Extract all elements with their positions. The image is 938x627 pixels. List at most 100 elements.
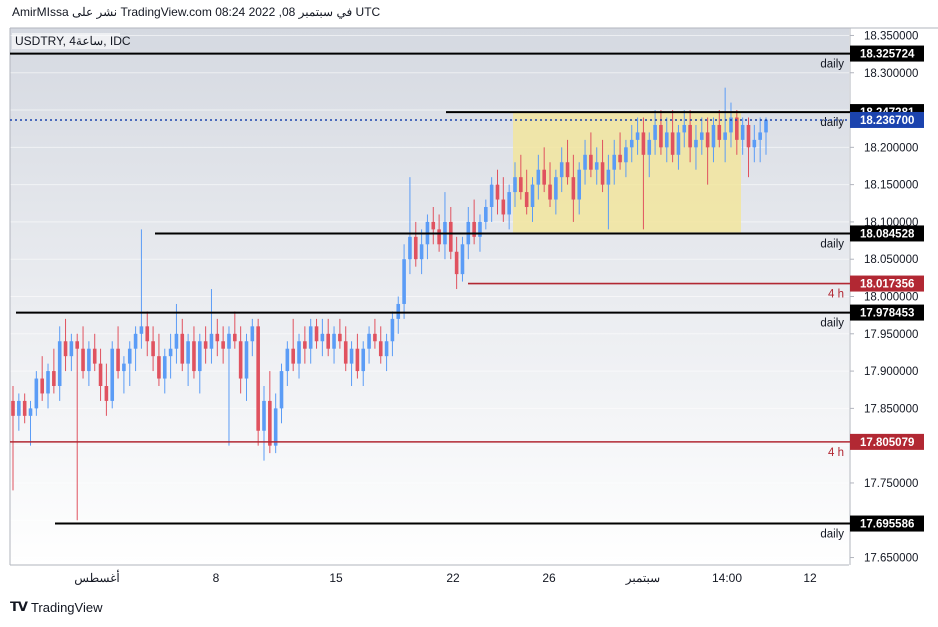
candle-body[interactable] bbox=[145, 326, 150, 342]
candle-body[interactable] bbox=[758, 132, 762, 140]
candle-body[interactable] bbox=[116, 348, 120, 372]
candle-body[interactable] bbox=[507, 192, 511, 215]
candle-body[interactable] bbox=[180, 333, 185, 364]
candle-body[interactable] bbox=[624, 147, 628, 163]
candle-body[interactable] bbox=[629, 139, 634, 148]
candle-body[interactable] bbox=[735, 117, 739, 140]
candle-body[interactable] bbox=[221, 341, 225, 349]
candle-body[interactable] bbox=[594, 162, 599, 170]
candle-body[interactable] bbox=[133, 333, 138, 349]
candle-body[interactable] bbox=[740, 124, 745, 140]
candle-body[interactable] bbox=[197, 341, 202, 372]
candle-body[interactable] bbox=[314, 326, 319, 342]
candle-body[interactable] bbox=[273, 408, 278, 446]
candle-body[interactable] bbox=[174, 333, 179, 349]
candle-body[interactable] bbox=[279, 371, 284, 409]
candle-body[interactable] bbox=[209, 333, 214, 349]
candle-body[interactable] bbox=[291, 348, 295, 364]
candle-body[interactable] bbox=[303, 341, 307, 349]
candle-body[interactable] bbox=[122, 363, 126, 372]
candle-body[interactable] bbox=[711, 124, 716, 148]
candle-body[interactable] bbox=[705, 132, 710, 148]
candle-body[interactable] bbox=[548, 184, 552, 200]
candle-body[interactable] bbox=[98, 363, 103, 386]
candle-body[interactable] bbox=[326, 333, 331, 349]
candle-body[interactable] bbox=[162, 356, 167, 379]
candle-body[interactable] bbox=[583, 154, 587, 170]
candle-body[interactable] bbox=[40, 378, 44, 394]
candle-body[interactable] bbox=[268, 400, 272, 446]
candle-body[interactable] bbox=[448, 221, 453, 252]
candle-body[interactable] bbox=[238, 341, 243, 379]
candle-body[interactable] bbox=[384, 341, 389, 357]
candle-body[interactable] bbox=[431, 221, 436, 230]
candle-body[interactable] bbox=[554, 177, 558, 200]
candle-body[interactable] bbox=[87, 348, 91, 372]
candle-body[interactable] bbox=[151, 341, 155, 357]
candle-body[interactable] bbox=[501, 199, 506, 215]
candle-body[interactable] bbox=[285, 348, 290, 372]
candle-body[interactable] bbox=[723, 132, 727, 140]
candle-body[interactable] bbox=[250, 326, 255, 342]
candle-body[interactable] bbox=[530, 184, 535, 207]
candle-body[interactable] bbox=[256, 326, 260, 431]
candle-body[interactable] bbox=[653, 124, 657, 140]
candle-body[interactable] bbox=[746, 124, 751, 148]
candle-body[interactable] bbox=[542, 169, 546, 185]
candle-body[interactable] bbox=[676, 132, 681, 155]
candle-body[interactable] bbox=[157, 356, 161, 379]
candle-body[interactable] bbox=[127, 348, 132, 364]
candle-body[interactable] bbox=[402, 259, 406, 304]
candle-body[interactable] bbox=[664, 132, 669, 148]
candle-body[interactable] bbox=[396, 303, 401, 319]
candle-body[interactable] bbox=[22, 400, 27, 416]
candle-body[interactable] bbox=[92, 348, 97, 364]
candle-body[interactable] bbox=[670, 132, 675, 155]
candle-body[interactable] bbox=[659, 124, 663, 148]
candle-body[interactable] bbox=[349, 348, 354, 364]
candle-body[interactable] bbox=[355, 348, 360, 372]
candle-body[interactable] bbox=[647, 139, 652, 155]
candle-body[interactable] bbox=[524, 192, 529, 207]
candle-body[interactable] bbox=[57, 341, 62, 386]
candle-body[interactable] bbox=[519, 177, 523, 193]
candle-body[interactable] bbox=[454, 251, 459, 275]
candle-body[interactable] bbox=[233, 333, 237, 342]
candle-body[interactable] bbox=[34, 378, 39, 409]
candle-body[interactable] bbox=[752, 139, 757, 148]
candle-body[interactable] bbox=[75, 341, 80, 349]
candle-body[interactable] bbox=[495, 184, 500, 200]
candle-body[interactable] bbox=[297, 341, 301, 364]
candle-body[interactable] bbox=[52, 371, 56, 386]
candle-body[interactable] bbox=[104, 386, 109, 401]
candle-body[interactable] bbox=[618, 154, 622, 163]
candle-body[interactable] bbox=[320, 333, 325, 342]
candle-body[interactable] bbox=[408, 236, 412, 260]
candle-body[interactable] bbox=[612, 154, 617, 170]
candle-body[interactable] bbox=[332, 333, 336, 349]
candle-body[interactable] bbox=[478, 221, 482, 237]
candle-body[interactable] bbox=[110, 348, 115, 401]
candle-body[interactable] bbox=[484, 207, 488, 222]
candle-body[interactable] bbox=[682, 124, 687, 133]
candle-body[interactable] bbox=[717, 124, 722, 140]
candle-body[interactable] bbox=[139, 326, 144, 334]
candle-body[interactable] bbox=[338, 333, 342, 342]
candle-body[interactable] bbox=[244, 341, 249, 379]
candle-body[interactable] bbox=[641, 132, 646, 155]
candle-body[interactable] bbox=[729, 117, 733, 133]
candle-body[interactable] bbox=[192, 341, 196, 372]
candle-body[interactable] bbox=[413, 236, 418, 260]
candle-body[interactable] bbox=[472, 221, 476, 237]
candle-body[interactable] bbox=[565, 162, 570, 178]
candle-body[interactable] bbox=[571, 177, 576, 200]
candle-body[interactable] bbox=[699, 132, 704, 140]
candle-body[interactable] bbox=[262, 400, 266, 431]
candle-body[interactable] bbox=[81, 348, 85, 372]
candle-body[interactable] bbox=[367, 333, 371, 349]
candle-body[interactable] bbox=[308, 326, 313, 349]
candle-body[interactable] bbox=[559, 162, 564, 178]
candle-body[interactable] bbox=[600, 162, 605, 185]
candle-body[interactable] bbox=[390, 318, 395, 342]
